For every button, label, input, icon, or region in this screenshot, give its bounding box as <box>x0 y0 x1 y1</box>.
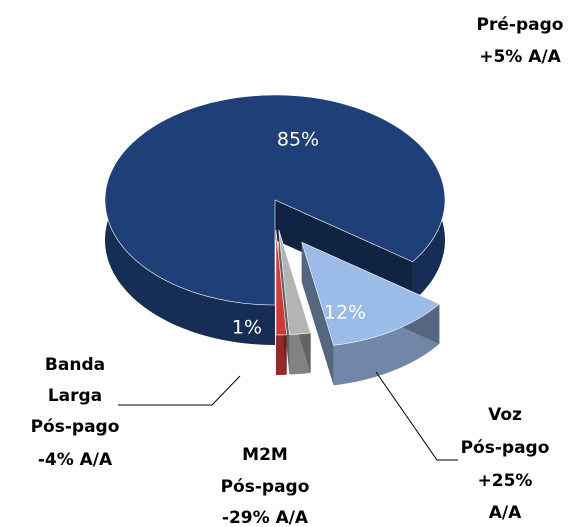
category-label: Pré-pago <box>477 15 564 35</box>
category-label: -29% A/A <box>222 508 309 527</box>
category-label: Pós-pago <box>461 438 550 458</box>
leader-line <box>375 371 458 461</box>
category-label: +5% A/A <box>479 47 561 67</box>
category-label: Banda <box>45 355 105 375</box>
category-label: -4% A/A <box>38 450 113 470</box>
slice <box>275 229 287 336</box>
data-label: 12% <box>324 302 366 324</box>
leader-line <box>118 375 241 406</box>
category-label: Pós-pago <box>31 417 120 437</box>
category-label: A/A <box>489 503 522 523</box>
data-label: 85% <box>277 129 319 151</box>
category-label: Larga <box>48 386 102 406</box>
slice-cut <box>301 242 334 386</box>
category-label: Pós-pago <box>221 477 310 497</box>
category-label: Voz <box>488 405 522 425</box>
slice <box>104 94 446 306</box>
data-label: 2% <box>247 349 277 371</box>
slice <box>278 229 312 335</box>
slice-cut <box>278 229 290 375</box>
category-label: +25% <box>478 471 533 491</box>
slice <box>301 241 440 346</box>
data-label: 1% <box>232 317 262 339</box>
category-label: M2M <box>242 445 288 465</box>
